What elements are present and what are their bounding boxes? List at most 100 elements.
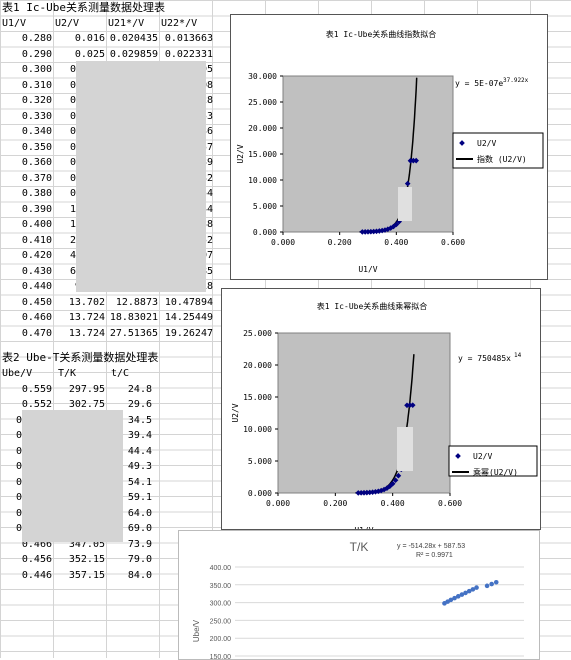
table2-cell: 0.559 bbox=[21, 383, 52, 395]
y-tick-label: 30.000 bbox=[248, 72, 277, 81]
table1-cell: 27.51365 bbox=[109, 327, 158, 339]
data-point bbox=[410, 157, 417, 164]
data-point bbox=[404, 180, 411, 187]
table2-cell: 357.15 bbox=[68, 569, 105, 581]
chart-title: 表1 Ic-Ube关系曲线指数拟合 bbox=[326, 29, 437, 39]
hidden-region bbox=[397, 427, 413, 471]
table1-cell: 0.320 bbox=[21, 95, 52, 106]
table1-cell: 44 bbox=[200, 203, 213, 215]
table1-cell: 0.450 bbox=[21, 296, 52, 308]
table1-header: U22*/V bbox=[161, 17, 198, 29]
data-point bbox=[389, 480, 396, 487]
y-tick-label: 25.000 bbox=[243, 329, 272, 338]
trendline-exponent: 14 bbox=[514, 352, 522, 359]
table1-cell: 0.460 bbox=[21, 312, 52, 323]
legend-marker bbox=[459, 140, 465, 146]
y-tick-label: 25.000 bbox=[248, 98, 277, 107]
table2-header: t/C bbox=[111, 368, 130, 379]
table1-cell: 0.330 bbox=[21, 110, 52, 122]
chart-linear-fit[interactable]: T/K y = -514.28x + 587.53 R² = 0.9971 150.0… bbox=[178, 530, 540, 660]
table1-cell: 0.022331 bbox=[164, 48, 213, 60]
table2-cell: 59.1 bbox=[127, 492, 152, 503]
x-tick-label: 0.600 bbox=[441, 238, 465, 247]
data-point bbox=[455, 594, 461, 599]
trendline-equation: y = -514.28x + 587.53 bbox=[397, 543, 465, 550]
y-tick-label: 20.000 bbox=[243, 361, 272, 370]
table2-cell: 297.95 bbox=[68, 383, 105, 395]
table1-cell: 0.290 bbox=[21, 48, 52, 60]
trendline-exponent: 37.922x bbox=[503, 77, 529, 84]
data-point bbox=[470, 587, 476, 592]
table1-cell: 0.440 bbox=[21, 281, 52, 292]
table1-cell: 39 bbox=[200, 157, 213, 168]
chart-exponential-fit[interactable]: 表1 Ic-Ube关系曲线指数拟合 0.000 5.000 10.000 15.000 2… bbox=[230, 14, 548, 280]
data-point bbox=[448, 597, 454, 603]
table1-cell: 18.83021 bbox=[109, 312, 158, 323]
table1-cell: 0.025 bbox=[74, 48, 105, 60]
legend-trend: 指数 (U2/V) bbox=[477, 154, 527, 164]
table1-cell: 13.702 bbox=[68, 296, 105, 308]
data-point bbox=[392, 477, 399, 484]
y-tick-label: 250.00 bbox=[210, 618, 232, 625]
trendline-equation: y = 5E-07e bbox=[455, 79, 503, 88]
table2-cell: 29.6 bbox=[127, 399, 152, 410]
chart-power-fit[interactable]: 表1 Ic-Ube关系曲线乘幂拟合 0.000 5.000 10.000 15.000 2… bbox=[221, 288, 541, 530]
table1-cell: 32 bbox=[200, 172, 213, 184]
table1-cell: 57 bbox=[200, 141, 213, 153]
table1-cell: 38 bbox=[200, 219, 213, 230]
table1-cell: 0.013663 bbox=[164, 33, 213, 44]
data-point bbox=[413, 157, 419, 164]
table1-cell: 19.26247 bbox=[164, 327, 213, 339]
table2-cell: 54.1 bbox=[127, 476, 152, 488]
trendline-r2: R² = 0.9971 bbox=[416, 552, 453, 559]
y-tick-label: 200.00 bbox=[210, 636, 232, 643]
data-point bbox=[407, 402, 413, 408]
legend-box bbox=[452, 132, 544, 169]
legend-trend: 乘幂(U2/V) bbox=[473, 467, 518, 477]
table1-cell: 08 bbox=[200, 79, 213, 91]
y-tick-label: 0.000 bbox=[253, 228, 277, 237]
y-tick-label: 0.000 bbox=[248, 489, 272, 498]
table2-cell: 69.0 bbox=[127, 523, 152, 534]
legend-series: U2/V bbox=[473, 452, 492, 461]
y-tick-label: 10.000 bbox=[248, 176, 277, 185]
table2-cell: 24.8 bbox=[127, 383, 152, 395]
table1-cell: 0.380 bbox=[21, 188, 52, 199]
table2-header: Ube/V bbox=[2, 368, 33, 379]
plot-area bbox=[282, 75, 454, 233]
table2-cell: 352.15 bbox=[68, 554, 105, 565]
legend-marker bbox=[455, 453, 461, 459]
table2-cell: 73.9 bbox=[127, 538, 152, 550]
x-tick-label: 0.400 bbox=[381, 499, 405, 508]
y-tick-label: 15.000 bbox=[243, 393, 272, 402]
table1-header: U21*/V bbox=[108, 17, 145, 29]
table2-cell: 302.75 bbox=[68, 399, 105, 410]
table1-cell: 0.360 bbox=[21, 157, 52, 168]
table2-cell: 84.0 bbox=[127, 569, 152, 581]
table2-cell: 44.4 bbox=[127, 445, 152, 457]
table2-cell: 0.552 bbox=[21, 399, 52, 410]
table1-cell: 85 bbox=[200, 265, 213, 277]
x-tick-label: 0.400 bbox=[384, 238, 408, 247]
table1-cell: 52 bbox=[200, 234, 213, 246]
y-tick-label: 10.000 bbox=[243, 425, 272, 434]
table2-title: 表2 Ube-T关系测量数据处理表 bbox=[2, 351, 159, 364]
table2-cell: 0.466 bbox=[21, 538, 52, 550]
table2-cell: 34.5 bbox=[127, 414, 152, 426]
y-axis-label: U2/V bbox=[236, 144, 245, 163]
table1-cell: 0.410 bbox=[21, 234, 52, 246]
table2-cell: 79.0 bbox=[127, 554, 152, 565]
table1-header: U2/V bbox=[55, 17, 80, 29]
hidden-region bbox=[398, 187, 412, 221]
table1-cell: 0.390 bbox=[21, 203, 52, 215]
table1-cell: 0.420 bbox=[21, 250, 52, 261]
y-axis-label: Ube/V bbox=[192, 619, 201, 642]
y-tick-label: 5.000 bbox=[253, 202, 277, 211]
table1-cell: 54 bbox=[200, 188, 213, 199]
table1-hidden-region bbox=[76, 61, 206, 292]
x-axis-label: U1/V bbox=[358, 265, 377, 274]
y-tick-label: 150.00 bbox=[210, 654, 232, 659]
legend-series: U2/V bbox=[477, 139, 496, 148]
table1-cell: 0.400 bbox=[21, 219, 52, 230]
table1-cell: 0.016 bbox=[74, 33, 105, 44]
